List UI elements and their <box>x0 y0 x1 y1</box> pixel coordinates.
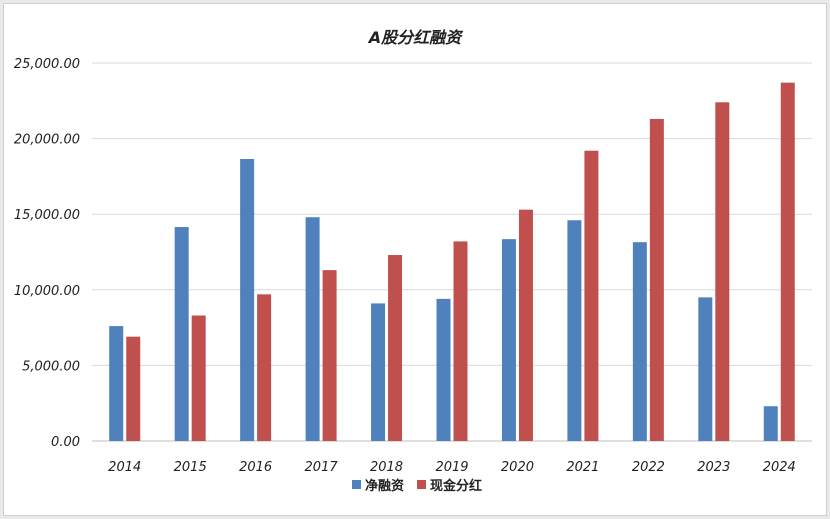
chart-frame: A股分红融资 0.00 5,000.00 10,000.00 15,000.00 20,… <box>3 3 827 516</box>
x-tick-label: 2021 <box>566 460 599 475</box>
bar-net-financing-2020 <box>501 239 516 441</box>
bar-net-financing-2023 <box>698 297 713 441</box>
x-tick-label: 2024 <box>763 460 796 475</box>
x-tick-label: 2020 <box>501 460 534 475</box>
legend-label: 现金分红 <box>430 478 482 494</box>
x-tick-label: 2014 <box>108 460 141 475</box>
bar-cash-dividend-2023 <box>715 102 730 441</box>
x-axis-ticks: 2014 2015 2016 2017 2018 2019 2020 2021 2022 2023… <box>108 460 796 475</box>
bar-cash-dividend-2018 <box>388 255 403 441</box>
bar-net-financing-2021 <box>567 220 582 441</box>
y-tick-label: 10,000.00 <box>14 284 80 299</box>
legend-swatch <box>417 480 426 489</box>
bar-cash-dividend-2019 <box>453 241 468 441</box>
chart-title: A股分红融资 <box>368 28 462 47</box>
y-tick-label: 15,000.00 <box>14 208 80 223</box>
y-tick-label: 20,000.00 <box>14 133 80 148</box>
y-tick-label: 25,000.00 <box>14 57 80 72</box>
y-tick-label: 5,000.00 <box>22 359 80 374</box>
bar-chart: 0.00 5,000.00 10,000.00 15,000.00 20,000.00 2… <box>14 57 812 494</box>
x-tick-label: 2022 <box>632 460 665 475</box>
bar-net-financing-2024 <box>763 406 778 441</box>
bar-net-financing-2018 <box>371 303 386 441</box>
y-axis-ticks: 0.00 5,000.00 10,000.00 15,000.00 20,000.00 2… <box>14 57 80 450</box>
bar-cash-dividend-2017 <box>322 270 337 441</box>
bar-cash-dividend-2021 <box>584 150 599 442</box>
x-tick-label: 2019 <box>435 460 468 475</box>
y-tick-label: 0.00 <box>51 435 80 450</box>
bar-net-financing-2019 <box>436 298 451 441</box>
bar-cash-dividend-2020 <box>518 209 533 441</box>
x-tick-label: 2015 <box>174 460 207 475</box>
legend-swatch <box>352 480 361 489</box>
legend-label: 净融资 <box>365 478 404 494</box>
grid-lines <box>92 62 812 442</box>
bar-net-financing-2016 <box>240 159 255 441</box>
bar-cash-dividend-2016 <box>257 294 272 441</box>
bar-net-financing-2014 <box>109 326 124 441</box>
legend: 净融资 现金分红 <box>352 478 482 494</box>
bar-cash-dividend-2014 <box>126 336 141 441</box>
bar-cash-dividend-2022 <box>649 118 664 441</box>
bar-cash-dividend-2024 <box>780 82 795 441</box>
bar-net-financing-2022 <box>632 242 647 441</box>
x-tick-label: 2016 <box>239 460 272 475</box>
bars <box>109 82 795 442</box>
bar-net-financing-2017 <box>305 217 320 441</box>
x-tick-label: 2023 <box>697 460 730 475</box>
bar-cash-dividend-2015 <box>191 315 206 441</box>
bar-net-financing-2015 <box>174 227 189 441</box>
x-tick-label: 2017 <box>305 460 339 475</box>
x-tick-label: 2018 <box>370 460 403 475</box>
